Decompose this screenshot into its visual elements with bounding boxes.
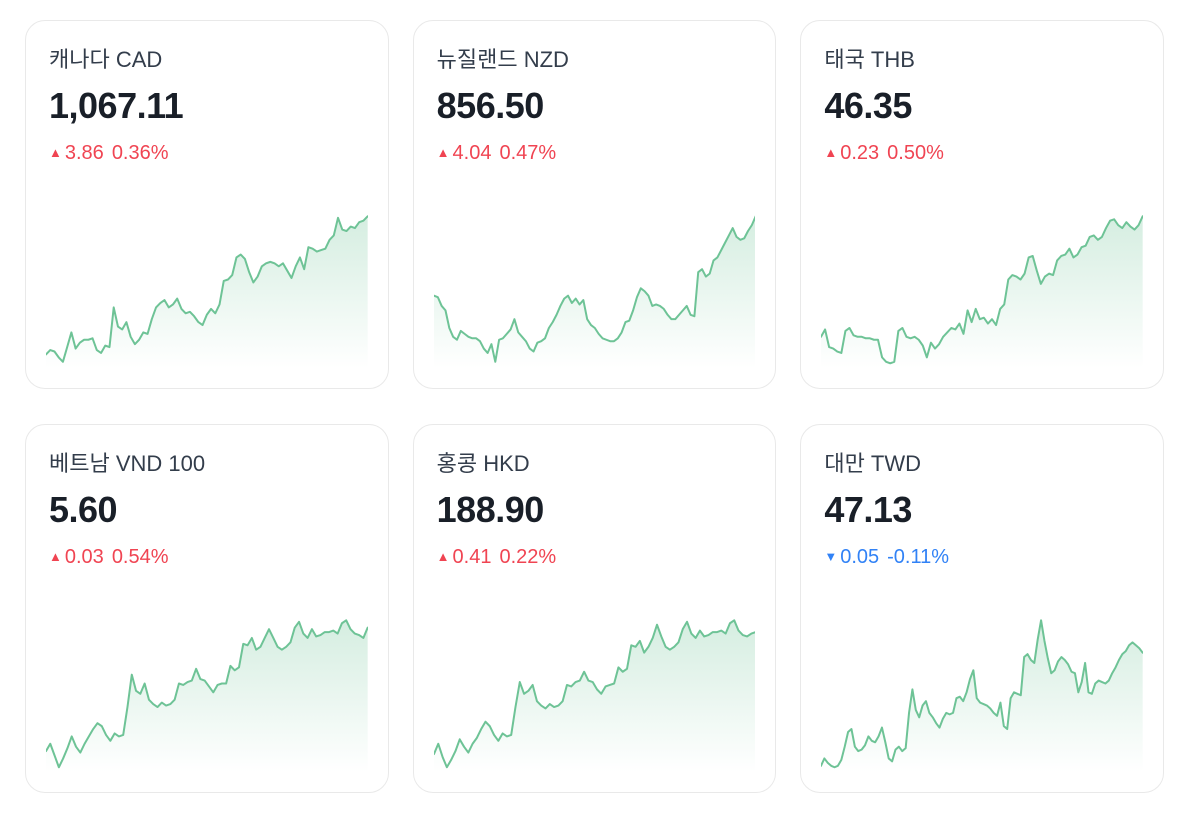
currency-card-twd[interactable]: 대만 TWD 47.13 ▼ 0.05 -0.11% bbox=[800, 424, 1164, 793]
change-percent: 0.47% bbox=[499, 141, 557, 164]
change-row: ▲ 0.03 0.54% bbox=[26, 545, 388, 569]
change-amount: 0.23 bbox=[840, 141, 880, 164]
currency-card-hkd[interactable]: 홍콩 HKD 188.90 ▲ 0.41 0.22% bbox=[412, 424, 777, 793]
currency-card-cad[interactable]: 캐나다 CAD 1,067.11 ▲ 3.86 0.36% bbox=[25, 20, 389, 389]
currency-name: 홍콩 HKD bbox=[436, 451, 530, 476]
change-up-arrow-icon: ▲ bbox=[49, 549, 62, 565]
change-up-arrow-icon: ▲ bbox=[436, 145, 450, 161]
sparkline-chart bbox=[46, 614, 368, 772]
change-down-arrow-icon: ▼ bbox=[824, 549, 838, 565]
currency-name: 대만 TWD bbox=[824, 451, 922, 476]
change-row: ▲ 0.23 0.50% bbox=[801, 141, 1163, 165]
change-up-arrow-icon: ▲ bbox=[49, 145, 62, 161]
exchange-rate-value: 47.13 bbox=[824, 489, 912, 531]
change-percent: 0.22% bbox=[499, 545, 557, 568]
exchange-rate-value: 1,067.11 bbox=[49, 85, 184, 127]
change-amount: 0.05 bbox=[840, 545, 880, 568]
change-amount: 0.41 bbox=[452, 545, 492, 568]
exchange-rate-value: 856.50 bbox=[436, 85, 545, 127]
currency-card-thb[interactable]: 태국 THB 46.35 ▲ 0.23 0.50% bbox=[800, 20, 1164, 389]
change-percent: -0.11% bbox=[887, 545, 950, 568]
currency-card-nzd[interactable]: 뉴질랜드 NZD 856.50 ▲ 4.04 0.47% bbox=[412, 20, 777, 389]
exchange-rate-value: 188.90 bbox=[436, 489, 545, 531]
currency-name: 베트남 VND 100 bbox=[49, 451, 206, 476]
currency-name: 뉴질랜드 NZD bbox=[436, 47, 569, 72]
change-percent: 0.54% bbox=[111, 545, 169, 568]
sparkline-chart bbox=[433, 210, 756, 368]
currency-name: 태국 THB bbox=[824, 47, 915, 72]
sparkline-chart bbox=[433, 614, 756, 772]
change-amount: 0.03 bbox=[64, 545, 104, 568]
change-percent: 0.50% bbox=[887, 141, 944, 164]
change-amount: 3.86 bbox=[64, 141, 104, 164]
sparkline-chart bbox=[821, 614, 1143, 772]
sparkline-chart bbox=[46, 210, 368, 368]
change-amount: 4.04 bbox=[452, 141, 492, 164]
currency-name: 캐나다 CAD bbox=[49, 47, 163, 72]
change-percent: 0.36% bbox=[111, 141, 169, 164]
exchange-rate-value: 5.60 bbox=[49, 489, 118, 531]
change-up-arrow-icon: ▲ bbox=[436, 549, 450, 565]
change-up-arrow-icon: ▲ bbox=[824, 145, 838, 161]
change-row: ▲ 0.41 0.22% bbox=[414, 545, 776, 569]
exchange-rate-value: 46.35 bbox=[824, 85, 912, 127]
change-row: ▼ 0.05 -0.11% bbox=[801, 545, 1163, 569]
currency-card-vnd[interactable]: 베트남 VND 100 5.60 ▲ 0.03 0.54% bbox=[25, 424, 389, 793]
change-row: ▲ 4.04 0.47% bbox=[414, 141, 776, 165]
sparkline-chart bbox=[821, 210, 1143, 368]
change-row: ▲ 3.86 0.36% bbox=[26, 141, 388, 165]
